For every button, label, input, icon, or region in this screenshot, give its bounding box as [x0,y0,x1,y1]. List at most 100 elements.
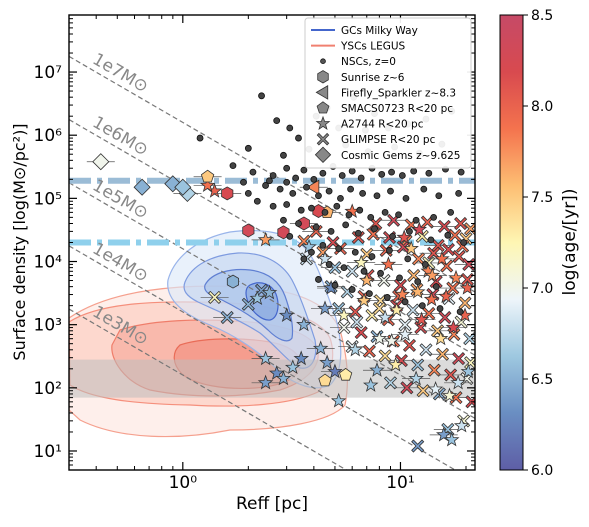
colorbar-tick-label-3: 7.5 [531,190,553,206]
glimpse-r-20-pc-point-65 [411,439,425,453]
legend-swatch-5 [316,101,330,114]
a2744-r-20-pc-point-53 [411,221,428,237]
smacs0723-r-20-pc-point-1 [318,373,332,387]
a2744-r-20-pc-point-29 [403,240,419,256]
nscs-z-0-point-114 [244,189,252,197]
glimpse-r-20-pc-point-83 [372,301,386,316]
legend-label-8: Cosmic Gems z~9.625 [341,150,460,162]
a2744-r-20-pc-point-0 [257,350,274,366]
legend-label-3: Sunrise z~6 [341,72,405,84]
nscs-z-0-point-110 [456,308,464,316]
nscs-z-0-point-76 [312,223,320,231]
a2744-r-20-pc-point-58 [356,292,372,308]
nscs-z-0-point-33 [338,172,346,179]
nscs-z-0-point-59 [253,197,261,205]
nscs-z-0-point-47 [303,183,310,191]
glimpse-r-20-pc-point-3 [208,290,222,304]
a2744-r-20-pc-point-25 [444,431,460,447]
a2744-r-20-pc-point-52 [396,229,412,245]
nscs-z-0-point-105 [366,290,373,298]
colorbar-tick-label-2: 7.0 [531,281,553,297]
nscs-z-0-point-60 [269,202,277,210]
a2744-r-20-pc-point-44 [394,286,411,302]
glimpse-r-20-pc-point-46 [402,338,417,352]
glimpse-r-20-pc-point-72 [437,219,451,233]
y-tick-label-3: 10⁴ [34,253,63,273]
a2744-r-20-pc-point-28 [459,279,475,295]
nscs-z-0-point-68 [367,213,375,221]
a2744-r-20-pc-point-18 [369,362,385,377]
legend-label-4: Firefly_Sparkler z~8.3 [341,87,456,99]
nscs-z-0-point-50 [337,194,344,202]
sunrise-z-6-point-4 [226,274,239,289]
a2744-r-20-pc-point-32 [301,238,317,254]
a2744-r-20-pc-point-47 [432,330,449,346]
a2744-r-20-pc-point-48 [445,319,462,335]
nscs-z-0-point-44 [262,182,269,189]
cosmic-gems-z-9-625-point-1 [133,178,151,196]
a2744-r-20-pc-point-5 [293,350,310,366]
glimpse-r-20-pc-point-2 [254,283,269,297]
cosmic-gems-z-9-625-point-4 [174,178,192,196]
nscs-z-0-point-39 [398,172,406,179]
x-axis-label: Reff [pc] [236,494,308,514]
glimpse-r-20-pc-point-53 [378,349,392,363]
colorbar-tick-label-5: 8.5 [531,8,553,24]
nscs-z-0-point-40 [410,167,418,175]
nscs-z-0-point-41 [425,169,433,177]
nscs-z-0-point-1 [258,92,265,100]
nscs-z-0-point-79 [354,229,362,237]
nscs-z-0-point-73 [447,208,455,216]
glimpse-r-20-pc-point-64 [465,395,475,409]
x-tick-label-1: 10¹ [386,473,414,493]
nscs-z-0-point-52 [359,189,367,197]
nscs-z-0-point-58 [455,189,463,197]
a2744-r-20-pc-point-24 [436,426,452,442]
a2744-r-20-pc-point-2 [275,370,292,386]
nscs-z-0-point-94 [300,255,308,263]
a2744-r-20-pc-point-21 [397,326,413,342]
a2744-r-20-pc-point-38 [387,356,404,372]
glimpse-r-20-pc-point-43 [354,326,368,340]
nscs-z-0-point-28 [292,174,300,182]
nscs-z-0-point-63 [308,204,315,212]
nscs-z-0-point-25 [249,168,257,176]
legend-label-0: GCs Milky Way [341,25,418,37]
glimpse-r-20-pc-point-52 [362,344,376,358]
nscs-z-0-point-93 [421,261,429,268]
mass-line-4 [69,308,348,470]
glimpse-r-20-pc-point-48 [435,347,450,361]
glimpse-r-20-pc-point-19 [393,278,408,292]
glimpse-r-20-pc-point-0 [220,310,234,325]
nscs-z-0-point-113 [240,178,247,186]
a2744-r-20-pc-point-26 [453,417,470,433]
nscs-z-0-point-57 [435,192,443,200]
nscs-z-0-point-27 [283,164,291,172]
a2744-r-20-pc-point-8 [330,392,347,408]
smacs0723-r-20-pc-point-0 [200,169,215,183]
glimpse-r-20-pc-point-50 [464,356,475,370]
nscs-z-0-point-37 [378,170,386,178]
nscs-z-0-point-92 [404,255,412,263]
legend-label-2: NSCs, z=0 [341,56,396,68]
glimpse-r-20-pc-point-82 [350,315,364,329]
nscs-z-0-point-112 [266,177,273,185]
colorbar-label: log(age/[yr]) [560,189,580,296]
a2744-r-20-pc-point-14 [261,284,278,300]
nscs-z-0-point-111 [308,248,315,256]
a2744-r-20-pc-point-19 [377,309,393,325]
colorbar-tick-label-4: 8.0 [531,99,553,115]
nscs-z-0-point-65 [333,202,341,210]
nscs-z-0-point-106 [383,294,391,301]
a2744-r-20-pc-point-59 [388,301,405,317]
legend-swatch-7 [316,132,330,146]
nscs-z-0-point-26 [269,172,277,179]
glimpse-r-20-pc-point-56 [427,363,441,377]
nscs-z-0-point-71 [412,216,420,224]
a2744-r-20-pc-point-33 [257,231,274,247]
cosmic-gems-z-9-625-point-0 [92,153,110,171]
colorbar [499,14,524,471]
legend-swatch-3 [317,70,329,84]
a2744-r-20-pc-point-42 [450,374,466,390]
